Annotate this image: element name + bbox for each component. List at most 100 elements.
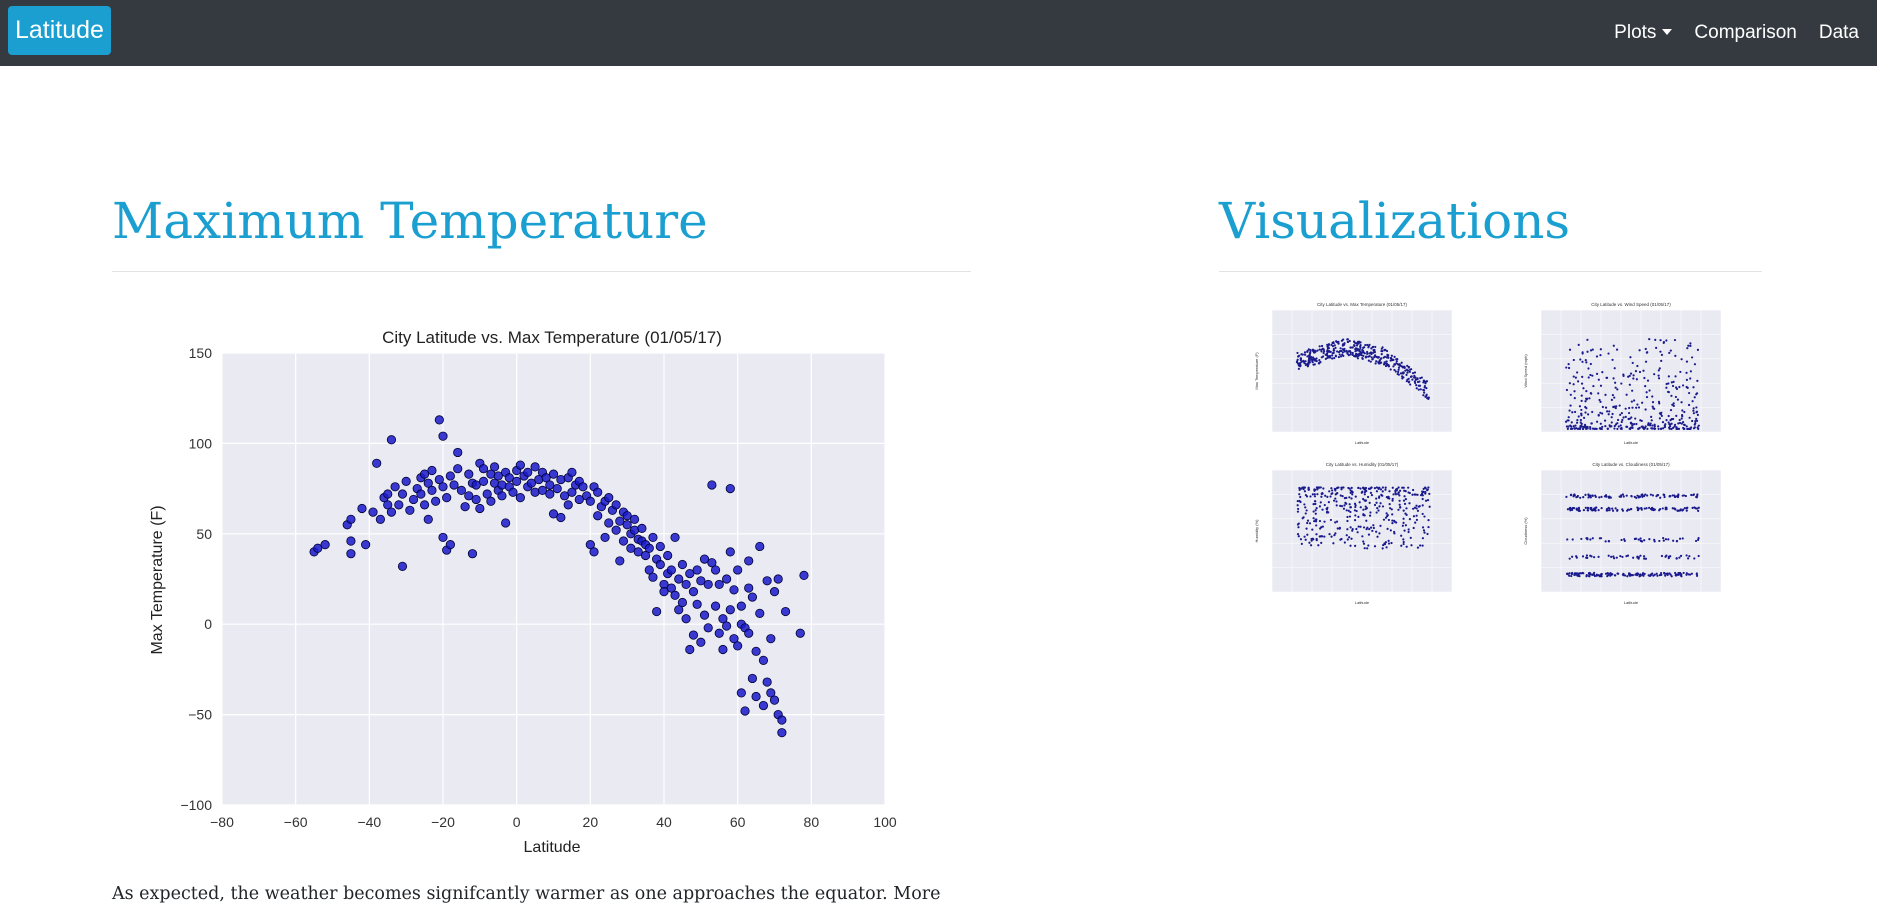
thumbnail-point	[1333, 356, 1336, 360]
thumbnail-point	[1621, 493, 1624, 496]
thumbnail-point	[1697, 427, 1700, 431]
thumbnail-point	[1692, 386, 1695, 389]
thumbnail-point	[1411, 493, 1414, 496]
thumbnail-point	[1319, 501, 1322, 504]
thumbnail-point	[1610, 555, 1613, 558]
thumbnail-point	[1595, 420, 1599, 423]
thumbnail-point	[1645, 507, 1648, 510]
thumbnail-point	[1373, 503, 1377, 507]
thumbnail-point	[1672, 402, 1675, 405]
thumbnail-point	[1631, 389, 1634, 392]
thumbnail-point	[1393, 368, 1396, 372]
thumbnail-point	[1675, 427, 1678, 430]
thumbnail-point	[1579, 418, 1583, 422]
nav-plots-dropdown[interactable]: Plots	[1614, 22, 1673, 44]
thumbnail-point	[1683, 410, 1686, 414]
nav-data-link[interactable]: Data	[1818, 22, 1859, 43]
thumbnail-max-temperature[interactable]: City Latitude vs. Max Temperature (01/05…	[1250, 298, 1455, 448]
thumbnail-point	[1579, 358, 1582, 361]
data-point	[747, 592, 758, 602]
thumbnail-point	[1381, 350, 1384, 353]
thumbnail-point	[1421, 537, 1425, 540]
thumbnail-point	[1580, 572, 1583, 575]
data-point	[383, 489, 393, 499]
thumbnail-wind-speed[interactable]: City Latitude vs. Wind Speed (01/05/17) L…	[1519, 298, 1724, 448]
thumbnail-point	[1426, 532, 1429, 536]
thumbnail-point	[1315, 533, 1318, 536]
data-point	[795, 628, 805, 638]
thumbnail-point	[1310, 539, 1313, 542]
thumbnail-point	[1624, 415, 1627, 418]
data-point	[394, 500, 404, 510]
thumbnail-point	[1362, 526, 1366, 529]
thumbnail-cloudiness[interactable]: City Latitude vs. Cloudiness (01/05/17) L…	[1519, 458, 1724, 608]
thumbnail-point	[1615, 556, 1618, 559]
thumbnail-point	[1590, 508, 1593, 511]
thumbnail-point	[1354, 350, 1357, 353]
data-point	[563, 500, 573, 510]
data-point	[453, 447, 463, 458]
data-point	[578, 482, 588, 492]
thumbnail-point	[1415, 384, 1418, 387]
data-point	[777, 728, 787, 738]
thumbnail-point	[1566, 572, 1569, 575]
thumbnail-point	[1586, 397, 1589, 400]
thumbnail-point	[1362, 497, 1365, 501]
thumbnail-point	[1594, 495, 1597, 499]
thumbnail-point	[1334, 354, 1337, 357]
data-point	[427, 465, 437, 476]
thumbnail-point	[1588, 575, 1591, 578]
thumbnail-point	[1610, 421, 1613, 424]
thumbnail-point	[1343, 343, 1346, 346]
thumbnail-point	[1411, 378, 1414, 381]
thumbnail-point	[1416, 380, 1420, 384]
data-point	[799, 570, 809, 580]
thumbnail-point	[1644, 408, 1647, 411]
thumbnail-point	[1697, 509, 1700, 512]
thumbnail-point	[1374, 345, 1377, 349]
thumbnail-point	[1668, 426, 1671, 429]
thumbnail-point	[1384, 486, 1387, 489]
thumbnail-point	[1424, 395, 1427, 398]
thumbnail-point	[1421, 497, 1424, 501]
thumbnail-point	[1685, 360, 1689, 363]
data-point	[644, 565, 654, 575]
thumbnail-point	[1613, 427, 1616, 430]
thumbnail-point	[1413, 506, 1417, 509]
thumbnail-point	[1688, 555, 1691, 558]
thumbnail-point	[1421, 504, 1424, 507]
thumbnail-x-label: Latitude	[1624, 600, 1639, 605]
navbar: Latitude Plots Comparison Data	[0, 0, 1877, 66]
thumbnail-point	[1667, 375, 1670, 378]
thumbnail-point	[1422, 487, 1425, 491]
thumbnail-point	[1297, 367, 1300, 370]
thumbnail-point	[1402, 499, 1406, 502]
data-point	[589, 547, 599, 557]
thumbnail-point	[1653, 407, 1656, 410]
data-point	[758, 700, 769, 711]
thumbnail-point	[1593, 556, 1596, 559]
thumbnail-point	[1622, 374, 1625, 378]
thumbnail-point	[1612, 555, 1615, 558]
thumbnail-point	[1696, 494, 1699, 497]
thumbnail-point	[1578, 509, 1581, 513]
thumbnail-point	[1342, 338, 1345, 341]
nav-comparison-link[interactable]: Comparison	[1694, 22, 1797, 43]
thumbnail-point	[1394, 491, 1397, 495]
thumbnail-point	[1355, 527, 1358, 531]
data-point	[456, 485, 467, 496]
data-point	[725, 547, 735, 557]
thumbnail-point	[1689, 377, 1692, 380]
thumbnail-point	[1685, 573, 1688, 576]
thumbnail-point	[1318, 345, 1321, 348]
thumbnail-point	[1391, 522, 1394, 525]
thumbnail-point	[1402, 486, 1405, 489]
data-point	[618, 536, 629, 546]
thumbnail-point	[1385, 356, 1389, 359]
data-point	[523, 467, 533, 477]
thumbnail-point	[1308, 359, 1311, 362]
thumbnail-point	[1636, 506, 1639, 509]
thumbnail-point	[1306, 521, 1309, 525]
brand-link[interactable]: Latitude	[8, 6, 111, 55]
thumbnail-humidity[interactable]: City Latitude vs. Humidity (01/05/17) Lat…	[1250, 458, 1455, 608]
